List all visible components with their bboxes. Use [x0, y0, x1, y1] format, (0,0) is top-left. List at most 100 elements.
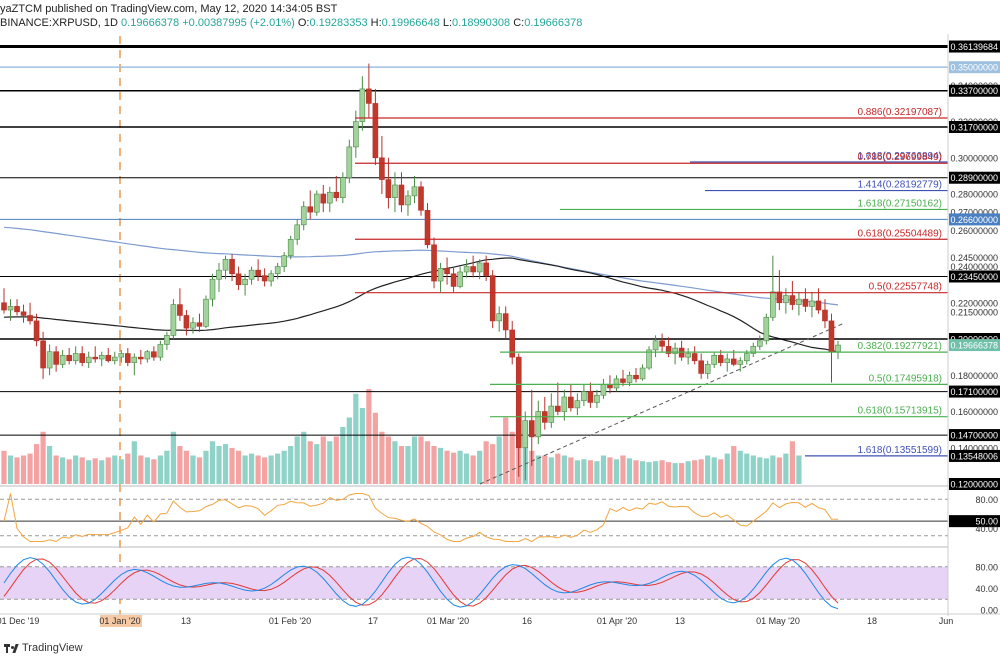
price-tag-bg [949, 40, 1000, 53]
volume-bar [177, 446, 183, 484]
candle [561, 389, 568, 421]
candle-body [626, 374, 633, 383]
candle [770, 255, 776, 321]
volume-bar [196, 457, 203, 484]
candle [131, 353, 138, 376]
candle [515, 353, 522, 477]
time-tick-label: 01 Apr '20 [597, 616, 637, 626]
volume-bar [600, 455, 607, 484]
volume-bar [672, 463, 678, 484]
candle-body [346, 146, 353, 179]
candle [222, 255, 229, 280]
volume-bar [685, 461, 691, 484]
candle-body [164, 335, 170, 345]
candle-body [581, 391, 587, 401]
candle-body [98, 355, 105, 360]
price-tick-label: 0.22000000 [950, 298, 998, 308]
candle-body [613, 378, 620, 389]
candle [555, 382, 561, 416]
stoch-band [0, 566, 948, 600]
candle [665, 337, 672, 358]
volume-bar [424, 441, 431, 484]
candle-body [79, 353, 85, 363]
volume-bar [79, 457, 85, 484]
fib-label: 1.618(0.29766894) [857, 151, 942, 162]
candle-body [111, 356, 118, 362]
volume-bar [275, 453, 281, 484]
candle-body [248, 269, 255, 280]
volume-bar [477, 450, 483, 484]
candle [704, 360, 711, 379]
volume-bar [242, 455, 248, 484]
candle [822, 299, 828, 329]
volume-bar [14, 457, 20, 484]
candle-body [392, 184, 398, 198]
candle [196, 313, 203, 332]
candle-body [14, 306, 20, 313]
horizontal-levels-layer [0, 45, 948, 485]
candle [183, 310, 190, 336]
candle-body [737, 360, 744, 365]
candle [242, 273, 248, 296]
candle [502, 306, 509, 340]
volume-bar [73, 455, 79, 484]
tradingview-logo[interactable]: TradingView [4, 642, 83, 654]
volume-bar [385, 436, 392, 484]
candle [757, 335, 763, 350]
candle [476, 259, 483, 280]
fib-label: 0.382(0.19277921) [857, 341, 942, 352]
candle-body [444, 268, 450, 275]
candle-body [235, 273, 242, 285]
volume-bar [750, 455, 756, 484]
volume-bar [301, 431, 307, 484]
candle-body [72, 353, 79, 362]
candle-body [27, 315, 33, 322]
candle [724, 353, 731, 372]
volume-bar [203, 450, 209, 484]
candle-body [359, 88, 366, 122]
last-price-tag [949, 339, 1000, 352]
candle-body [124, 353, 131, 363]
low-value: 0.18990308 [452, 17, 511, 29]
price-tag-label: 0.31700000 [950, 122, 998, 132]
candle-body [229, 258, 235, 275]
volume-bar [665, 462, 672, 484]
candle-body [144, 351, 151, 360]
volume-bar [392, 441, 398, 484]
candle [835, 340, 841, 359]
candle [457, 266, 463, 289]
fib-label: 0.786(0.29699849) [857, 152, 942, 163]
candle [346, 139, 353, 184]
price-tag-bg [949, 84, 1000, 97]
volume-bar [450, 452, 457, 484]
price-axis[interactable]: 0.361396840.350000000.340000000.33700000… [947, 34, 1000, 616]
candles-layer [1, 63, 841, 481]
candle [281, 252, 287, 272]
footer: TradingView [0, 638, 1000, 660]
candle-body [802, 298, 809, 307]
time-tick-label: 13 [675, 616, 685, 626]
candle-body [418, 186, 424, 211]
stoch-tick-label: 80.00 [975, 562, 998, 572]
time-axis[interactable]: 01 Dec '19 01 Jan '20 13 01 Feb '20 17 01 Mar… [0, 613, 1000, 627]
volume-bar [1, 450, 7, 484]
ma-200-line [3, 226, 839, 306]
rsi-tick-label: 40.00 [975, 524, 998, 534]
volume-bar [281, 450, 287, 484]
ma-100-line [3, 257, 839, 353]
volume-bar [99, 460, 105, 484]
candle [750, 342, 757, 358]
candle-body [815, 300, 822, 311]
candle-body [528, 420, 535, 438]
volume-bar [170, 431, 177, 484]
volume-bar [464, 453, 470, 484]
price-tick-label: 0.14000000 [950, 443, 998, 453]
candle-body [496, 313, 502, 322]
candle-body [509, 329, 516, 358]
candle-body [450, 273, 457, 287]
candle [574, 393, 581, 416]
candle [320, 184, 327, 213]
price-tick-label: 0.27000000 [950, 208, 998, 218]
price-tag-label: 0.14700000 [950, 431, 998, 441]
candle-body [483, 262, 489, 276]
